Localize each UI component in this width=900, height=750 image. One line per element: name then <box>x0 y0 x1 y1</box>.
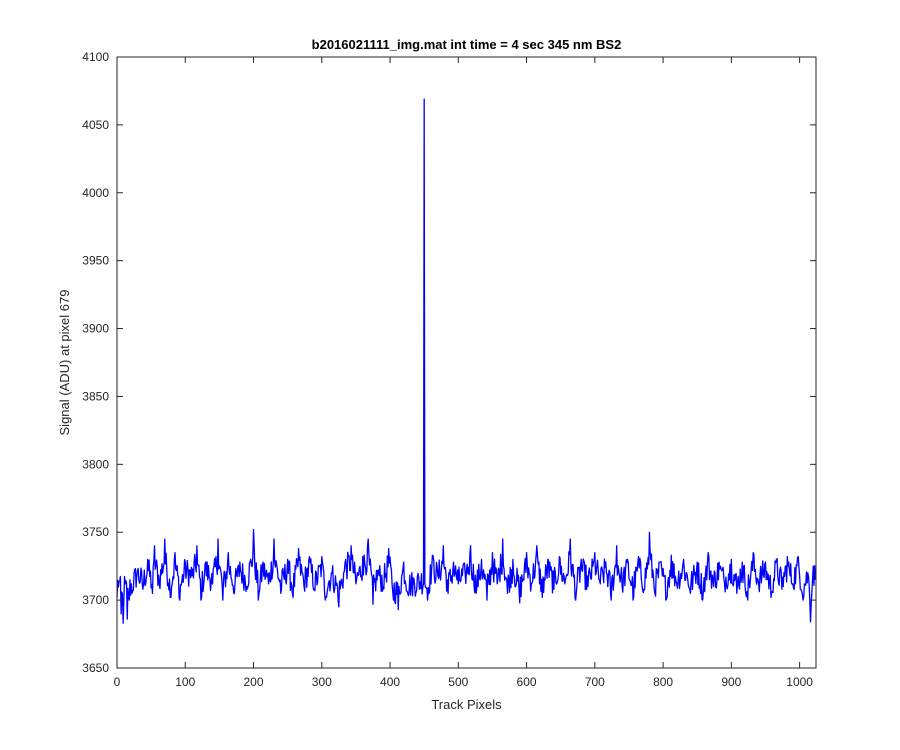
plot-frame <box>116 56 817 669</box>
x-axis: 0 100 200 300 400 500 600 700 800 900 1000 <box>114 57 813 689</box>
y-tick-label: 3700 <box>82 593 109 607</box>
y-tick-label: 3850 <box>82 389 109 403</box>
y-tick-label: 3650 <box>82 661 109 675</box>
x-tick-label: 1000 <box>786 675 813 689</box>
y-tick-label: 3750 <box>82 525 109 539</box>
y-axis-title: Signal (ADU) at pixel 679 <box>57 290 72 436</box>
x-tick-label: 400 <box>380 675 400 689</box>
chart-title: b2016021111_img.mat int time = 4 sec 345… <box>312 37 622 52</box>
signal-series-line <box>116 98 816 624</box>
y-tick-label: 4000 <box>82 186 109 200</box>
y-tick-label: 4050 <box>82 118 109 132</box>
y-tick-label: 3900 <box>82 322 109 336</box>
x-tick-label: 800 <box>653 675 673 689</box>
x-tick-label: 600 <box>517 675 537 689</box>
y-tick-label: 3800 <box>82 457 109 471</box>
x-tick-label: 300 <box>312 675 332 689</box>
y-axis: 3650 3700 3750 3800 3850 3900 3950 4000 4050 4100 <box>82 50 816 675</box>
x-tick-label: 200 <box>244 675 264 689</box>
y-tick-label: 4100 <box>82 50 109 64</box>
x-tick-label: 900 <box>721 675 741 689</box>
series-layer <box>116 98 816 624</box>
x-tick-label: 500 <box>448 675 468 689</box>
x-tick-label: 100 <box>175 675 195 689</box>
x-tick-label: 0 <box>114 675 121 689</box>
x-tick-label: 700 <box>585 675 605 689</box>
x-axis-title: Track Pixels <box>431 697 502 712</box>
y-tick-label: 3950 <box>82 254 109 268</box>
